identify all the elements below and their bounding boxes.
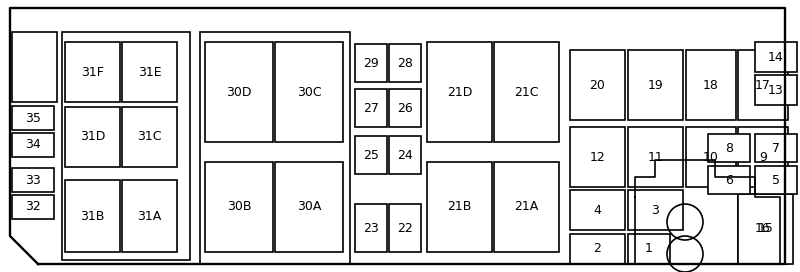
Text: 11: 11 [648,150,663,163]
Bar [686,50,736,120]
Bar [494,42,559,142]
Text: 15: 15 [758,222,774,236]
Bar [738,194,793,264]
Text: 23: 23 [363,221,379,234]
Text: 19: 19 [648,79,663,91]
Text: 21D: 21D [447,85,472,98]
Text: 6: 6 [725,174,733,187]
Bar [755,42,797,72]
Text: 31E: 31E [138,66,162,79]
Bar [65,180,120,252]
Text: 8: 8 [725,141,733,154]
Bar [570,50,625,120]
Bar [12,195,54,219]
Text: 3: 3 [651,203,659,217]
Bar [738,194,788,264]
Bar [628,234,670,264]
Text: 10: 10 [703,150,719,163]
Text: 13: 13 [768,84,784,97]
Bar [686,127,736,187]
Text: 31A: 31A [138,209,162,222]
Text: 24: 24 [397,149,413,162]
Bar [200,32,350,264]
Text: 35: 35 [25,112,41,125]
Text: 12: 12 [590,150,606,163]
Bar [628,190,683,230]
Bar [122,42,177,102]
Text: 14: 14 [768,51,784,63]
Bar [275,42,343,142]
Bar [12,106,54,130]
Bar [12,168,54,192]
Bar [494,162,559,252]
Bar [389,136,421,174]
Text: 28: 28 [397,57,413,70]
Text: 9: 9 [759,150,767,163]
Text: 21B: 21B [447,200,472,214]
Bar [708,166,750,194]
Text: 25: 25 [363,149,379,162]
Text: 17: 17 [755,79,771,91]
Bar [275,162,343,252]
Text: 20: 20 [590,79,606,91]
Bar [389,44,421,82]
Bar [355,204,387,252]
Text: 30B: 30B [226,200,251,214]
Bar [389,89,421,127]
Bar [570,127,625,187]
Bar [389,204,421,252]
Bar [628,50,683,120]
Bar [122,180,177,252]
Bar [122,107,177,167]
Bar [570,190,625,230]
Bar [755,75,797,105]
Text: 27: 27 [363,101,379,115]
Bar [205,42,273,142]
Text: 30A: 30A [297,200,321,214]
Bar [12,32,57,102]
Text: 21C: 21C [514,85,538,98]
Text: 2: 2 [594,243,602,255]
Text: 7: 7 [772,141,780,154]
Text: 26: 26 [397,101,413,115]
Text: 31F: 31F [81,66,104,79]
Bar [738,50,788,120]
Bar [570,234,625,264]
Text: 1: 1 [645,243,653,255]
Bar [355,136,387,174]
Bar [755,134,797,162]
Text: 5: 5 [772,174,780,187]
Text: 31B: 31B [80,209,105,222]
Text: 33: 33 [25,174,41,187]
Bar [628,127,683,187]
Text: 29: 29 [363,57,379,70]
Bar [755,166,797,194]
Text: 30D: 30D [226,85,252,98]
Text: 31C: 31C [138,131,162,144]
Text: 21A: 21A [514,200,538,214]
Bar [65,107,120,167]
Text: 34: 34 [25,138,41,152]
Bar [62,32,190,260]
Bar [738,127,788,187]
Bar [355,44,387,82]
Bar [427,162,492,252]
Text: 32: 32 [25,200,41,214]
Bar [427,42,492,142]
Text: 22: 22 [397,221,413,234]
Text: 18: 18 [703,79,719,91]
Bar [205,162,273,252]
Bar [708,134,750,162]
Bar [12,133,54,157]
Bar [355,89,387,127]
Text: 4: 4 [594,203,602,217]
Text: 30C: 30C [297,85,322,98]
Text: 31D: 31D [80,131,105,144]
Bar [65,42,120,102]
Text: 16: 16 [755,222,771,236]
